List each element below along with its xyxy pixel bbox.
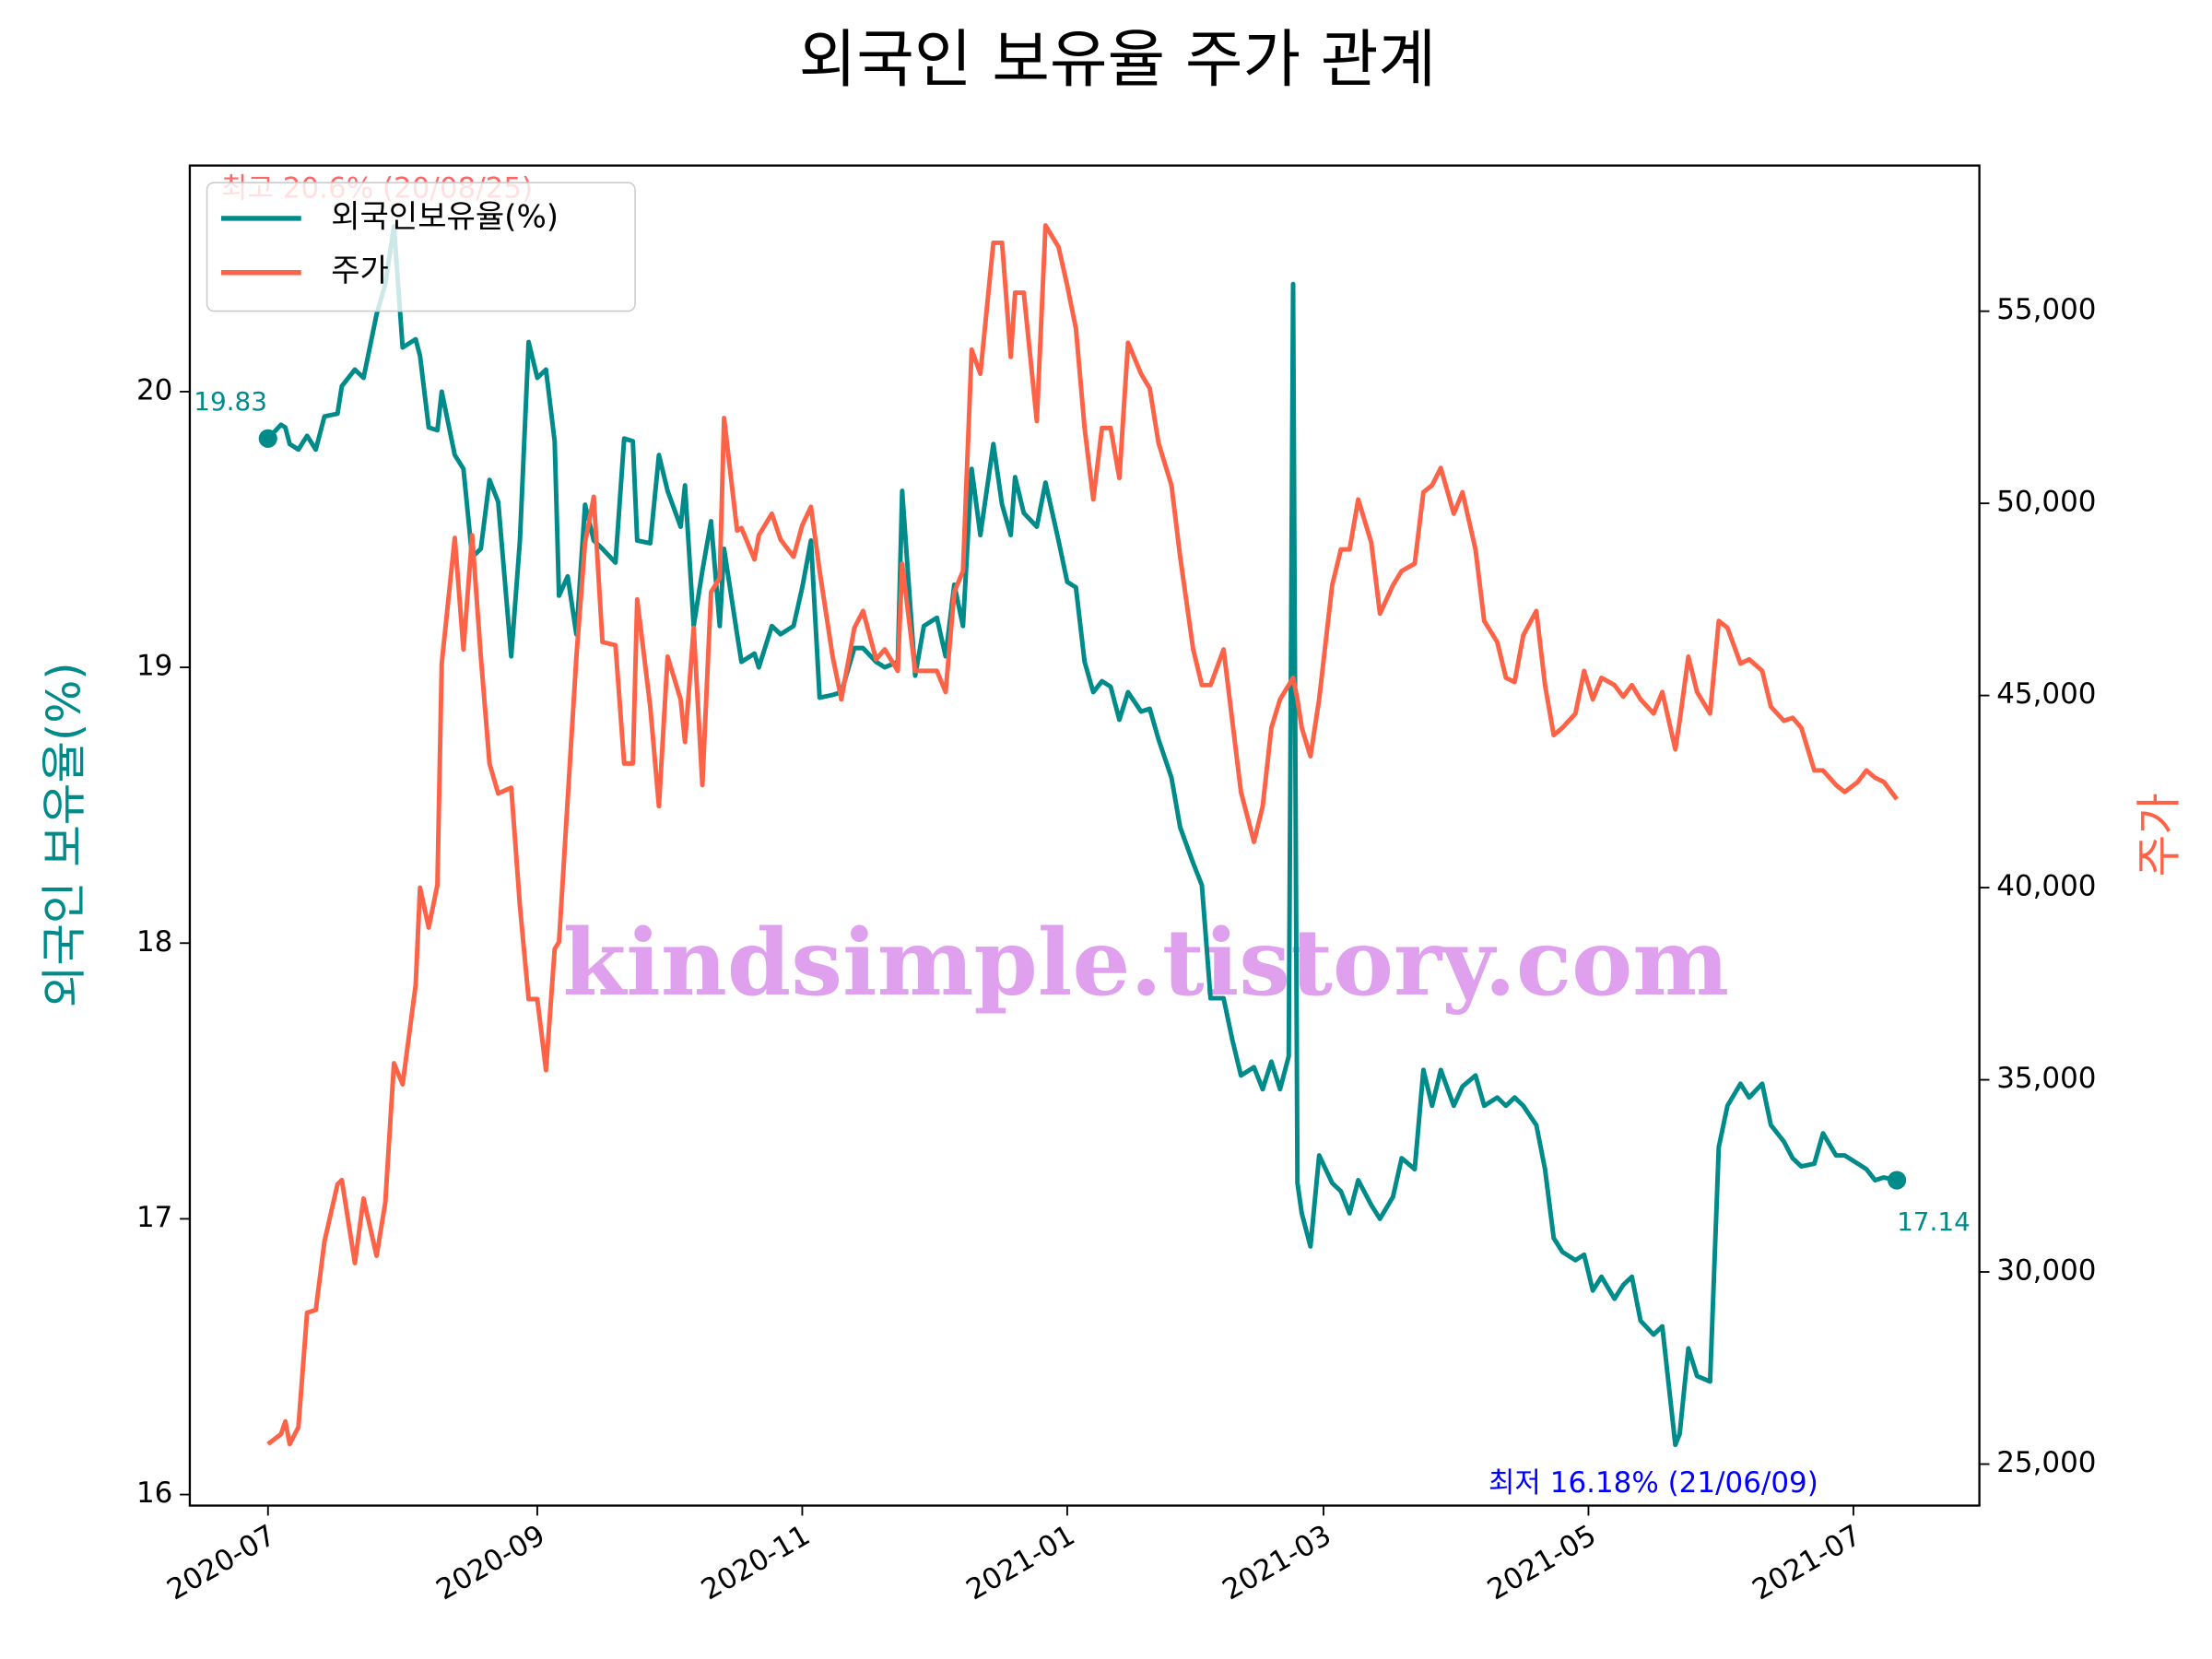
y2-tick-label: 30,000 [1996, 1254, 2096, 1288]
annotation: 최저 16.18% (21/06/09) [1488, 1466, 1818, 1500]
legend-label: 외국인보유율(%) [331, 198, 559, 235]
data-line [266, 223, 1900, 1447]
y-tick-label: 19 [136, 650, 172, 683]
y-axis-label: 외국인 보유율(%) [37, 662, 90, 1007]
y2-tick-label: 35,000 [1996, 1062, 2096, 1095]
y-tick-label: 18 [136, 925, 172, 959]
y2-tick-label: 55,000 [1996, 293, 2096, 326]
chart-title: 외국인 보유율 주가 관계 [799, 24, 1437, 97]
legend-label: 주가 [331, 253, 389, 289]
y-tick-label: 16 [136, 1477, 172, 1510]
y-tick-label: 17 [136, 1201, 172, 1234]
y2-tick-label: 25,000 [1996, 1446, 2096, 1479]
data-line [265, 223, 1898, 1448]
y2-tick-label: 45,000 [1996, 677, 2096, 711]
y-tick-label: 20 [136, 373, 172, 406]
y2-tick-label: 40,000 [1996, 870, 2096, 903]
plot-frame [188, 164, 1981, 1507]
y2-axis-label: 주가 [2132, 793, 2185, 877]
point-marker [1888, 1171, 1907, 1190]
value-label: 19.83 [194, 386, 267, 417]
value-label: 17.14 [1897, 1206, 1971, 1237]
y2-tick-label: 50,000 [1996, 486, 2096, 519]
point-marker [258, 429, 277, 448]
watermark: kindsimple.tistory.com [563, 910, 1729, 1017]
legend-box [206, 182, 636, 312]
